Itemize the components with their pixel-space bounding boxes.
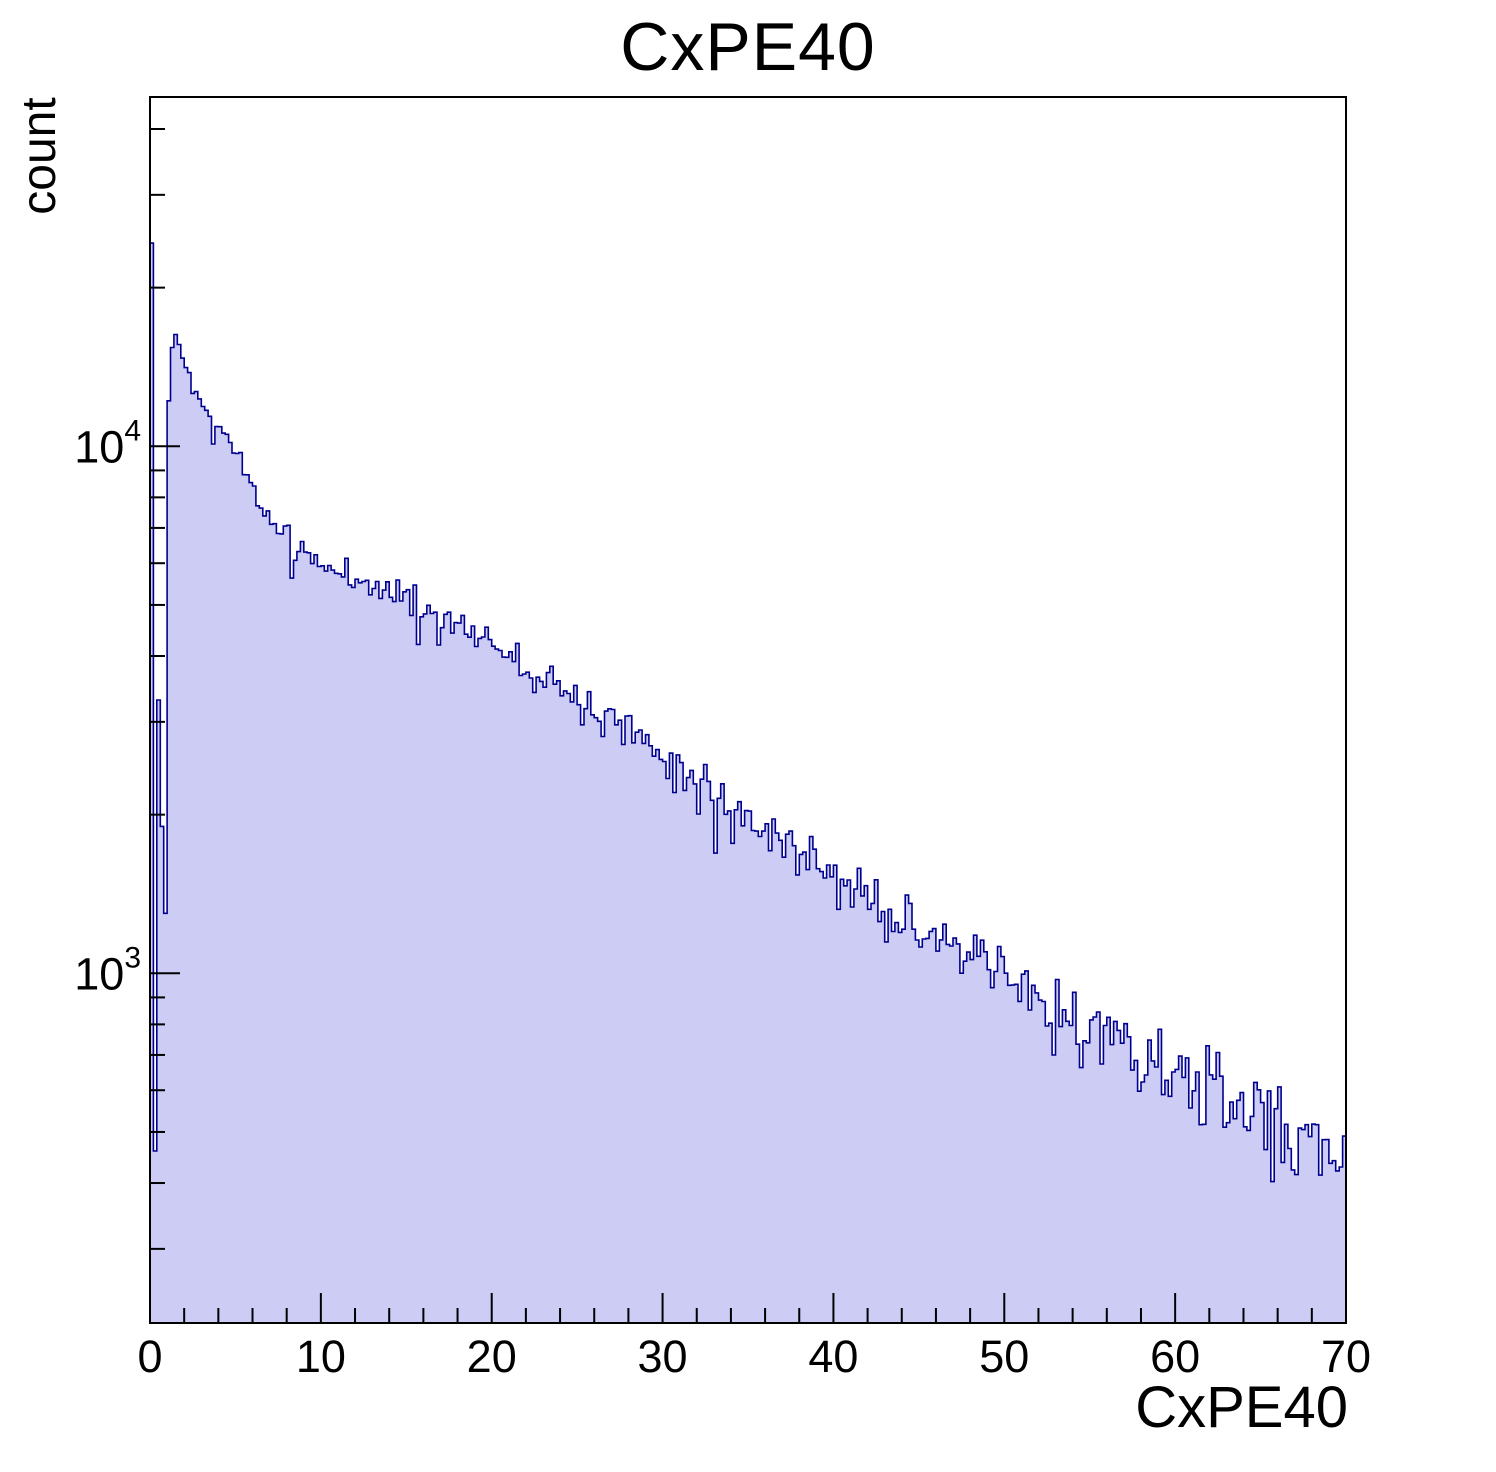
x-tick-label: 60	[1150, 1331, 1200, 1382]
chart-title: CxPE40	[620, 9, 876, 85]
x-tick-label: 40	[808, 1331, 858, 1382]
x-tick-label: 30	[638, 1331, 688, 1382]
x-tick-label: 20	[467, 1331, 517, 1382]
x-tick-label: 10	[296, 1331, 346, 1382]
plot-frame	[149, 96, 1347, 1324]
histogram-outline	[149, 242, 1347, 1323]
x-tick-label: 70	[1321, 1331, 1371, 1382]
y-tick-label: 103	[74, 941, 141, 999]
y-tick-label: 104	[74, 414, 141, 472]
x-tick-label: 50	[979, 1331, 1029, 1382]
x-tick-label: 0	[137, 1331, 162, 1382]
histogram-fill	[150, 243, 1346, 1324]
x-axis-title: CxPE40	[1135, 1375, 1348, 1440]
